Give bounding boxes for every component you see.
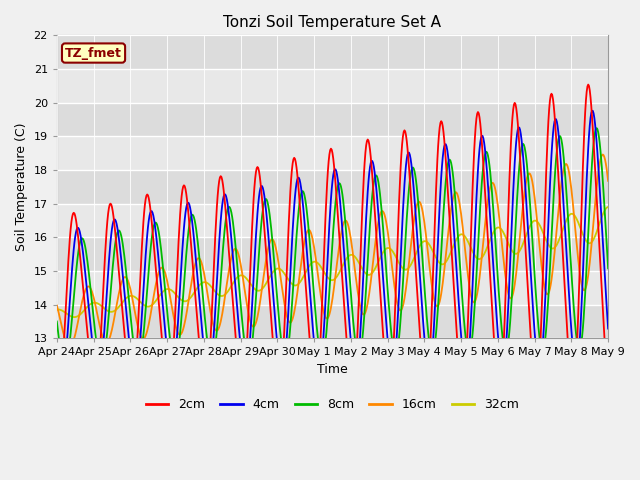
2cm <box>198 367 205 373</box>
4cm <box>588 108 596 114</box>
8cm <box>554 137 562 143</box>
16cm <box>175 331 182 337</box>
Bar <box>57 237 608 271</box>
4cm <box>198 329 206 335</box>
2cm <box>554 160 561 166</box>
2cm <box>432 192 440 197</box>
Y-axis label: Soil Temperature (C): Soil Temperature (C) <box>15 122 28 251</box>
Bar <box>57 271 608 305</box>
Line: 8cm: 8cm <box>57 128 608 365</box>
2cm <box>378 308 385 313</box>
32cm <box>604 204 612 210</box>
16cm <box>433 303 440 309</box>
Legend: 2cm, 4cm, 8cm, 16cm, 32cm: 2cm, 4cm, 8cm, 16cm, 32cm <box>141 393 524 416</box>
4cm <box>175 310 182 316</box>
16cm <box>53 303 61 309</box>
Bar <box>57 204 608 237</box>
8cm <box>433 324 440 330</box>
8cm <box>198 288 206 293</box>
4cm <box>604 325 612 331</box>
32cm <box>554 239 562 244</box>
32cm <box>198 280 206 286</box>
16cm <box>66 344 74 350</box>
8cm <box>604 265 612 271</box>
8cm <box>378 215 386 221</box>
Line: 16cm: 16cm <box>57 155 608 347</box>
8cm <box>53 319 61 324</box>
Bar <box>57 103 608 136</box>
2cm <box>569 392 577 397</box>
16cm <box>599 152 607 157</box>
16cm <box>554 209 562 215</box>
32cm <box>53 307 61 312</box>
Bar <box>57 305 608 338</box>
8cm <box>61 362 68 368</box>
Bar <box>57 36 608 69</box>
Title: Tonzi Soil Temperature Set A: Tonzi Soil Temperature Set A <box>223 15 442 30</box>
4cm <box>554 130 562 135</box>
16cm <box>325 313 333 319</box>
4cm <box>325 235 333 241</box>
X-axis label: Time: Time <box>317 363 348 376</box>
8cm <box>325 300 333 305</box>
16cm <box>604 178 612 184</box>
Line: 2cm: 2cm <box>57 84 608 395</box>
32cm <box>378 251 386 257</box>
Line: 4cm: 4cm <box>57 111 608 376</box>
4cm <box>433 269 440 275</box>
Bar <box>57 69 608 103</box>
8cm <box>175 345 182 351</box>
2cm <box>174 254 182 260</box>
2cm <box>584 82 592 87</box>
2cm <box>324 168 332 174</box>
Line: 32cm: 32cm <box>57 207 608 317</box>
32cm <box>70 314 78 320</box>
4cm <box>53 352 61 358</box>
2cm <box>53 386 61 392</box>
Text: TZ_fmet: TZ_fmet <box>65 47 122 60</box>
16cm <box>198 263 206 268</box>
Bar <box>57 170 608 204</box>
32cm <box>325 276 333 281</box>
2cm <box>604 386 612 392</box>
16cm <box>378 208 386 214</box>
Bar <box>57 136 608 170</box>
32cm <box>433 256 440 262</box>
32cm <box>175 295 182 300</box>
4cm <box>58 373 65 379</box>
4cm <box>378 264 386 270</box>
8cm <box>593 125 600 131</box>
